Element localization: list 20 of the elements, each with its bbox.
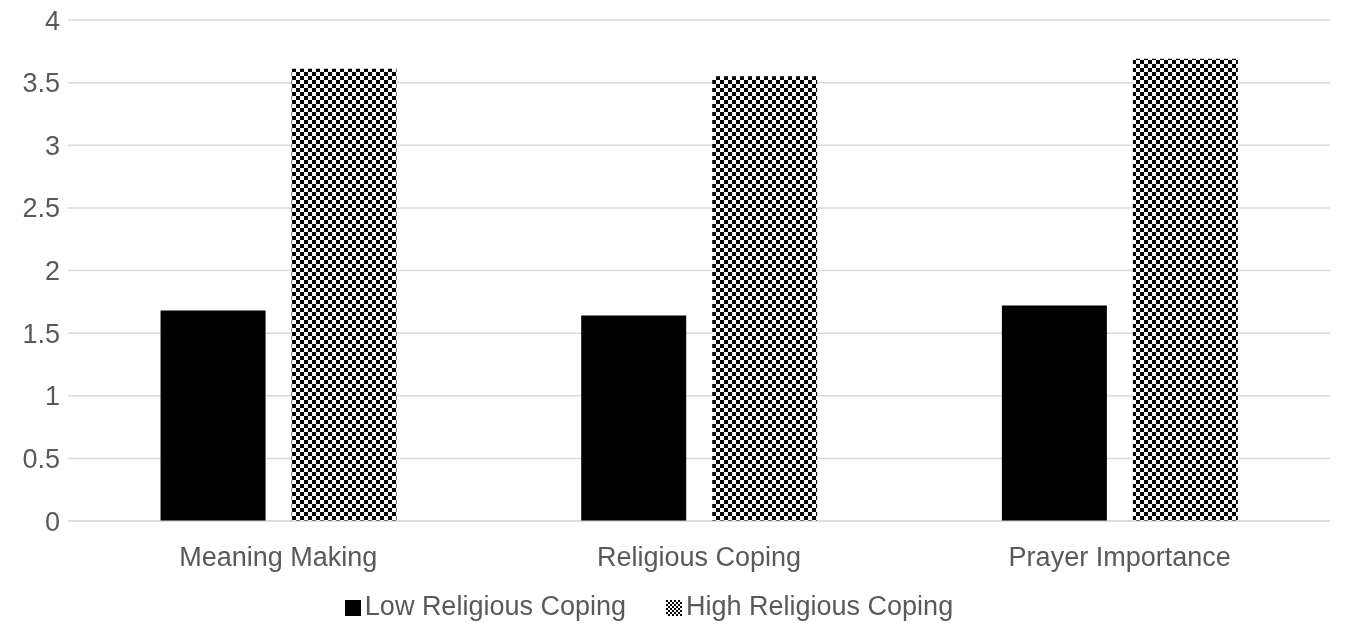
x-tick-label: Meaning Making [179,542,378,573]
bar [160,310,266,521]
legend-label: Low Religious Coping [364,591,626,621]
y-tick-label: 2 [44,256,60,287]
bar [1132,58,1238,521]
y-tick-label: 1 [44,381,60,412]
y-tick-label: 0 [44,506,60,537]
bar [1001,305,1107,521]
legend-label: High Religious Coping [686,591,954,621]
bar [712,76,818,521]
y-tick-label: 2.5 [22,193,60,224]
y-tick-label: 3.5 [22,68,60,99]
bar [291,68,397,521]
x-tick-label: Prayer Importance [1008,542,1231,573]
y-tick-label: 0.5 [22,443,60,474]
y-tick-label: 4 [44,5,60,36]
y-tick-label: 1.5 [22,318,60,349]
bar [581,315,687,521]
y-tick-label: 3 [44,130,60,161]
x-tick-label: Religious Coping [596,542,802,573]
